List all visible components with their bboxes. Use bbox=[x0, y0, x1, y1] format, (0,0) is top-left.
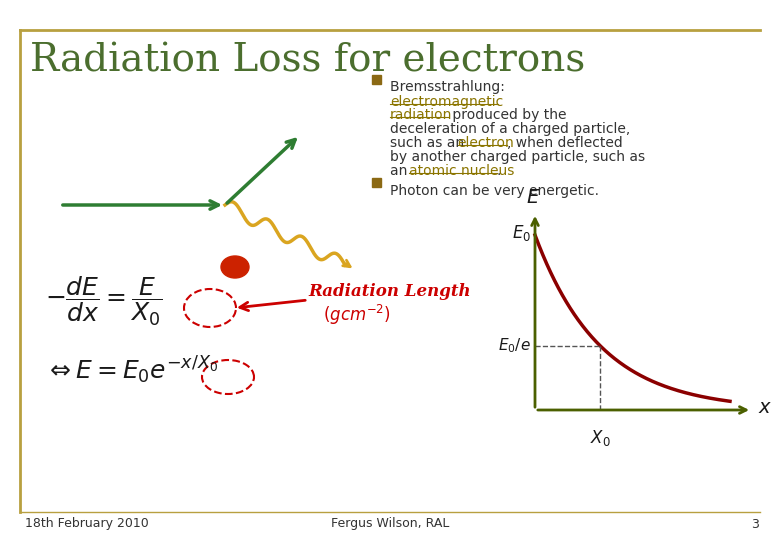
Text: .: . bbox=[497, 164, 502, 178]
Text: $E_0$: $E_0$ bbox=[512, 223, 531, 243]
Text: by another charged particle, such as: by another charged particle, such as bbox=[390, 150, 645, 164]
Text: atomic nucleus: atomic nucleus bbox=[409, 164, 514, 178]
Text: Radiation Length: Radiation Length bbox=[308, 283, 470, 300]
Text: $E$: $E$ bbox=[526, 189, 540, 207]
Text: Radiation Loss for electrons: Radiation Loss for electrons bbox=[30, 43, 585, 80]
Text: $(gcm^{-2})$: $(gcm^{-2})$ bbox=[323, 303, 391, 327]
Bar bbox=[372, 178, 381, 187]
Text: an: an bbox=[390, 164, 412, 178]
Text: $X_0$: $X_0$ bbox=[590, 428, 611, 448]
Bar bbox=[372, 75, 381, 84]
Text: radiation: radiation bbox=[390, 108, 452, 122]
Text: 3: 3 bbox=[751, 517, 759, 530]
Text: Photon can be very energetic.: Photon can be very energetic. bbox=[390, 184, 599, 198]
Text: electron: electron bbox=[457, 136, 514, 150]
Text: , when deflected: , when deflected bbox=[507, 136, 622, 150]
Text: Bremsstrahlung:: Bremsstrahlung: bbox=[390, 80, 509, 94]
Text: $x$: $x$ bbox=[758, 399, 772, 417]
Text: deceleration of a charged particle,: deceleration of a charged particle, bbox=[390, 122, 630, 136]
Text: electromagnetic: electromagnetic bbox=[390, 95, 503, 109]
Text: such as an: such as an bbox=[390, 136, 469, 150]
Text: Fergus Wilson, RAL: Fergus Wilson, RAL bbox=[331, 517, 449, 530]
Text: $-\dfrac{dE}{dx} = \dfrac{E}{X_0}$: $-\dfrac{dE}{dx} = \dfrac{E}{X_0}$ bbox=[45, 275, 162, 328]
Ellipse shape bbox=[221, 256, 249, 278]
Text: 18th February 2010: 18th February 2010 bbox=[25, 517, 149, 530]
Text: $E_0/e$: $E_0/e$ bbox=[498, 336, 531, 355]
Text: $\Leftrightarrow E = E_0 e^{-x/X_0}$: $\Leftrightarrow E = E_0 e^{-x/X_0}$ bbox=[45, 355, 218, 387]
Text: produced by the: produced by the bbox=[448, 108, 566, 122]
